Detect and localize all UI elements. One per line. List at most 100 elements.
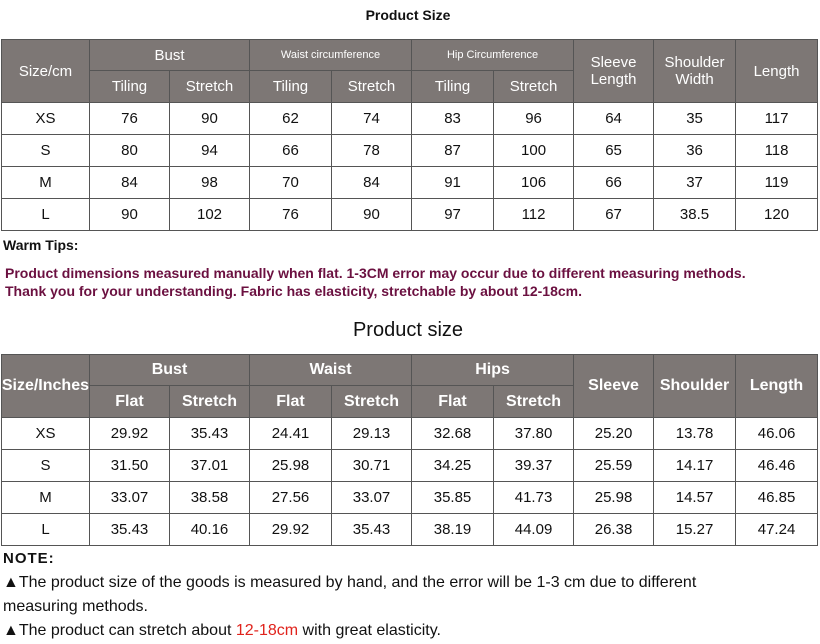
value-cell: 90 (89, 198, 170, 231)
value-cell: 87 (411, 134, 495, 167)
header-hips: Hips (411, 354, 575, 386)
value-cell: 41.73 (493, 481, 575, 514)
table1-title: Product Size (365, 7, 451, 23)
header-flat: Flat (249, 385, 332, 418)
header-stretch: Stretch (330, 385, 413, 418)
value-cell: 38.58 (169, 481, 250, 514)
size-cell: L (1, 513, 90, 546)
size-cell: XS (1, 417, 90, 450)
value-cell: 120 (735, 198, 819, 231)
value-cell: 118 (735, 134, 819, 167)
value-cell: 80 (89, 134, 170, 167)
value-cell: 117 (735, 102, 819, 135)
header-sleeve: Sleeve Length (573, 39, 655, 103)
value-cell: 112 (493, 198, 575, 231)
value-cell: 30.71 (330, 449, 413, 482)
value-cell: 70 (249, 166, 333, 199)
header-stretch: Stretch (169, 385, 250, 418)
value-cell: 106 (493, 166, 575, 199)
value-cell: 35.43 (89, 513, 170, 546)
note-line-3: ▲The product can stretch about 12-18cm w… (3, 619, 441, 643)
value-cell: 62 (249, 102, 333, 135)
value-cell: 102 (168, 198, 251, 231)
warm-tips-text: Product dimensions measured manually whe… (5, 265, 746, 299)
value-cell: 100 (493, 134, 575, 167)
value-cell: 39.37 (493, 449, 575, 482)
header-tiling: Tiling (89, 70, 170, 103)
size-table-inches: Size/Inches Bust Waist Hips Sleeve Shoul… (1, 354, 819, 546)
table-row: L 90 102 76 90 97 112 67 38.5 120 (1, 198, 819, 231)
note-highlight: 12-18cm (235, 622, 299, 639)
header-shoulder: Shoulder Width (653, 39, 737, 103)
value-cell: 66 (573, 166, 655, 199)
size-cell: L (1, 198, 90, 231)
header-size: Size/Inches (1, 354, 90, 418)
value-cell: 84 (89, 166, 170, 199)
value-cell: 14.17 (653, 449, 737, 482)
value-cell: 64 (573, 102, 655, 135)
header-flat: Flat (89, 385, 170, 418)
table-row: XS 29.92 35.43 24.41 29.13 32.68 37.80 25.20 13.… (1, 417, 819, 450)
value-cell: 25.59 (573, 449, 655, 482)
table-row: M 84 98 70 84 91 106 66 37 119 (1, 166, 819, 199)
header-stretch: Stretch (493, 385, 575, 418)
note-line-1: ▲The product size of the goods is measur… (3, 574, 697, 591)
value-cell: 38.19 (411, 513, 495, 546)
note-line-3-a: ▲The product can stretch about (3, 622, 236, 639)
header-waist: Waist (248, 354, 413, 386)
value-cell: 29.92 (89, 417, 170, 450)
value-cell: 24.41 (249, 417, 332, 450)
value-cell: 94 (168, 134, 251, 167)
value-cell: 33.07 (89, 481, 170, 514)
value-cell: 91 (411, 166, 495, 199)
value-cell: 37.01 (169, 449, 250, 482)
header-bust: Bust (89, 354, 250, 386)
size-cell: XS (1, 102, 90, 135)
value-cell: 40.16 (169, 513, 250, 546)
table-row: S 80 94 66 78 87 100 65 36 118 (1, 134, 819, 167)
value-cell: 37 (653, 166, 737, 199)
table-row: M 33.07 38.58 27.56 33.07 35.85 41.73 25.98 14.5… (1, 481, 819, 514)
value-cell: 29.92 (249, 513, 332, 546)
table-row: S 31.50 37.01 25.98 30.71 34.25 39.37 25.59 14.1… (1, 449, 819, 482)
value-cell: 38.5 (653, 198, 737, 231)
header-tiling: Tiling (249, 70, 333, 103)
value-cell: 34.25 (411, 449, 495, 482)
value-cell: 44.09 (493, 513, 575, 546)
value-cell: 29.13 (330, 417, 413, 450)
value-cell: 36 (653, 134, 737, 167)
value-cell: 76 (89, 102, 170, 135)
value-cell: 32.68 (411, 417, 495, 450)
value-cell: 65 (573, 134, 655, 167)
header-sleeve: Sleeve (573, 354, 655, 418)
value-cell: 14.57 (653, 481, 737, 514)
size-cell: M (1, 166, 90, 199)
warm-tips-heading: Warm Tips: (3, 237, 79, 253)
value-cell: 119 (735, 166, 819, 199)
value-cell: 67 (573, 198, 655, 231)
value-cell: 46.46 (735, 449, 819, 482)
value-cell: 33.07 (330, 481, 413, 514)
value-cell: 90 (168, 102, 251, 135)
value-cell: 83 (411, 102, 495, 135)
value-cell: 35 (653, 102, 737, 135)
header-length: Length (735, 354, 819, 418)
value-cell: 97 (411, 198, 495, 231)
size-cell: S (1, 134, 90, 167)
value-cell: 35.85 (411, 481, 495, 514)
header-length: Length (735, 39, 819, 103)
value-cell: 98 (168, 166, 251, 199)
value-cell: 74 (331, 102, 413, 135)
value-cell: 26.38 (573, 513, 655, 546)
note-heading: NOTE: (3, 550, 55, 567)
table-row: XS 76 90 62 74 83 96 64 35 117 (1, 102, 819, 135)
value-cell: 25.20 (573, 417, 655, 450)
header-stretch: Stretch (168, 70, 251, 103)
value-cell: 84 (331, 166, 413, 199)
header-stretch: Stretch (493, 70, 575, 103)
table-row: L 35.43 40.16 29.92 35.43 38.19 44.09 26.38 15.2… (1, 513, 819, 546)
value-cell: 31.50 (89, 449, 170, 482)
value-cell: 47.24 (735, 513, 819, 546)
size-cell: S (1, 449, 90, 482)
note-line-3-c: with great elasticity. (298, 622, 441, 639)
